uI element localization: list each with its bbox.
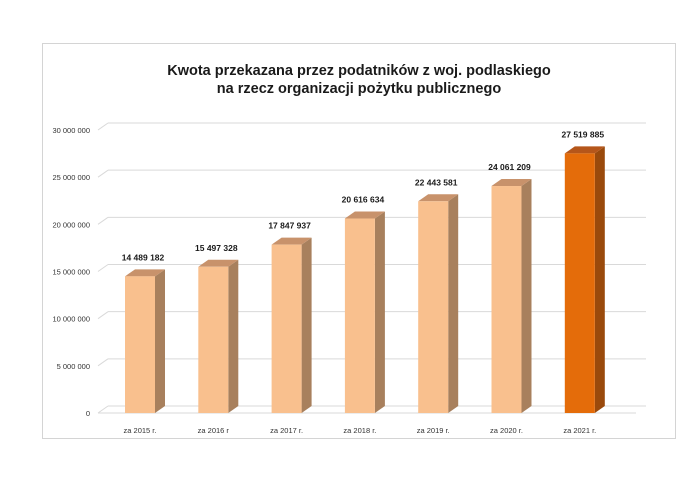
chart-title-line-2: na rzecz organizacji pożytku publicznego [216, 81, 502, 97]
bar [418, 201, 449, 413]
gridline-depth [97, 405, 109, 414]
y-tick-label: 0 [86, 409, 90, 418]
x-tick-label: za 2018 r. [343, 426, 376, 435]
y-tick-label: 15 000 000 [52, 268, 90, 277]
y-tick-label: 20 000 000 [52, 220, 90, 229]
bar [125, 276, 155, 413]
bar-side [448, 194, 459, 413]
gridline-depth [97, 358, 109, 367]
x-tick-label: za 2019 r. [417, 426, 450, 435]
bar [491, 186, 522, 413]
x-tick-label: za 2016 r [198, 426, 230, 435]
bar-top [564, 146, 605, 154]
bar-top [344, 211, 385, 219]
y-tick-label: 25 000 000 [52, 173, 90, 182]
bar [271, 244, 302, 413]
chart-title: Kwota przekazana przez podatników z woj.… [42, 62, 676, 98]
gridline-depth [97, 122, 109, 131]
bar-side [155, 269, 165, 413]
data-label: 14 489 182 [122, 252, 165, 262]
bar [564, 153, 595, 413]
chart-title-line-1: Kwota przekazana przez podatników z woj.… [167, 63, 551, 79]
gridline-depth [97, 169, 109, 178]
data-label: 20 616 634 [342, 195, 385, 205]
bar-side [521, 179, 532, 413]
data-label: 15 497 328 [195, 243, 238, 253]
data-label: 17 847 937 [268, 221, 311, 231]
bar [344, 218, 375, 413]
bar-top [125, 269, 165, 277]
x-tick-label: za 2021 r. [563, 426, 596, 435]
data-label: 22 443 581 [415, 177, 458, 187]
bar-top [418, 194, 459, 202]
y-tick-label: 5 000 000 [57, 362, 90, 371]
y-tick-label: 10 000 000 [52, 315, 90, 324]
bar [198, 266, 229, 413]
bar-top [491, 179, 532, 187]
bar-top [198, 259, 239, 267]
bar-top [271, 237, 312, 245]
bar-side [374, 211, 385, 413]
x-tick-label: za 2020 r. [490, 426, 523, 435]
bar-side [301, 237, 312, 413]
data-label: 24 061 209 [488, 162, 531, 172]
gridline-depth [97, 264, 109, 272]
x-tick-label: za 2017 r. [270, 426, 303, 435]
bar-side [228, 259, 239, 413]
bar-side [594, 146, 605, 413]
data-label: 27 519 885 [562, 129, 605, 139]
x-tick-label: za 2015 r. [124, 426, 157, 435]
gridline-depth [97, 216, 109, 225]
y-tick-label: 30 000 000 [52, 126, 90, 135]
gridline-depth [97, 311, 109, 320]
